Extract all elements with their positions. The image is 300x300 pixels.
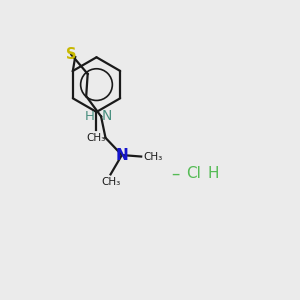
Text: Cl: Cl xyxy=(186,166,200,181)
Text: N: N xyxy=(102,110,112,123)
Text: H: H xyxy=(85,110,94,123)
Text: H: H xyxy=(208,166,220,181)
Text: N: N xyxy=(116,148,128,163)
Text: –: – xyxy=(171,165,179,183)
Text: CH₃: CH₃ xyxy=(101,177,120,187)
Text: CH₃: CH₃ xyxy=(143,152,162,161)
Text: CH₃: CH₃ xyxy=(87,134,106,143)
Text: S: S xyxy=(66,47,76,62)
